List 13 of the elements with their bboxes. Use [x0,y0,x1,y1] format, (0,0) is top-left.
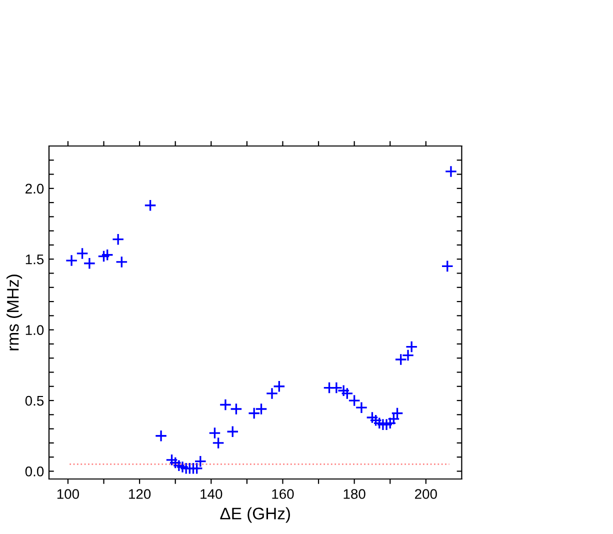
y-tick-label: 1.0 [26,325,44,335]
x-tick-label: 200 [415,489,437,499]
y-tick-label: 0.0 [25,466,44,476]
x-tick-label: 120 [129,489,151,499]
x-tick-label: 100 [57,489,80,499]
y-tick-label: 0.5 [25,396,44,406]
x-tick-label: 180 [344,489,366,499]
x-axis-title: ΔE (GHz) [220,507,290,523]
y-tick-label: 1.5 [26,254,44,264]
x-tick-label: 160 [272,489,294,499]
x-tick-label: 140 [200,489,222,499]
y-axis-title: rms (MHz) [6,274,22,350]
y-tick-label: 2.0 [26,184,44,194]
